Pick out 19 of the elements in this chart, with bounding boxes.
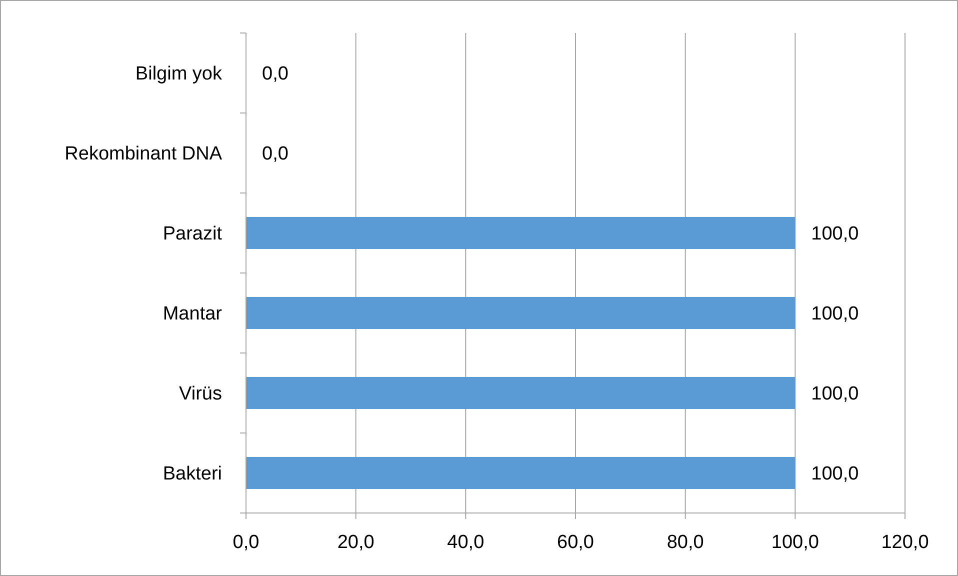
data-label: 100,0	[811, 384, 859, 405]
y-tick-label: Virüs	[179, 384, 222, 405]
y-tick-label: Bilgim yok	[135, 64, 222, 85]
data-label: 100,0	[811, 224, 859, 245]
y-tick-label: Rekombinant DNA	[64, 144, 222, 165]
data-label: 0,0	[262, 144, 288, 165]
x-tick-label: 40,0	[447, 532, 484, 553]
data-label: 100,0	[811, 464, 859, 485]
x-tick-label: 60,0	[557, 532, 594, 553]
data-label: 0,0	[262, 64, 288, 85]
data-label: 100,0	[811, 304, 859, 325]
y-tick-label: Mantar	[162, 304, 223, 325]
x-tick-label: 20,0	[337, 532, 374, 553]
x-tick-label: 80,0	[666, 532, 704, 553]
y-tick-label: Parazit	[162, 224, 223, 245]
y-tick-label: Bakteri	[162, 464, 222, 485]
x-tick-label: 0,0	[232, 532, 260, 553]
x-tick-label: 100,0	[771, 532, 819, 553]
x-tick-label: 120,0	[881, 532, 929, 553]
